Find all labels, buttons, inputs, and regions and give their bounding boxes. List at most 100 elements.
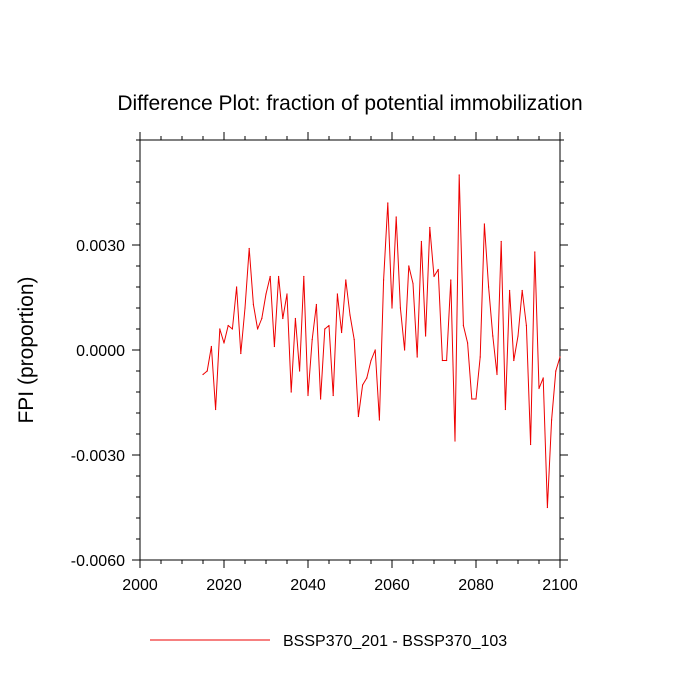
data-point: [303, 275, 305, 278]
data-point: [353, 338, 355, 341]
x-tick-label: 2040: [290, 577, 326, 594]
x-tick-label: 2080: [458, 577, 494, 594]
data-point: [378, 419, 380, 421]
data-point: [525, 324, 528, 327]
data-point: [227, 324, 229, 327]
data-point: [475, 398, 477, 400]
data-point: [467, 342, 469, 344]
data-point: [349, 314, 351, 316]
data-point: [273, 345, 275, 348]
data-point: [290, 391, 292, 393]
data-point: [252, 303, 254, 306]
data-point: [492, 335, 494, 337]
data-point: [416, 356, 418, 358]
legend: BSSP370_201 - BSSP370_103: [150, 633, 507, 650]
data-point: [286, 293, 288, 295]
data-point: [420, 240, 422, 243]
y-tick-label: -0.0060: [71, 553, 125, 570]
y-tick-label: 0.0030: [76, 238, 125, 255]
data-point: [446, 359, 448, 362]
data-point: [370, 359, 372, 362]
data-point: [546, 506, 549, 509]
data-point: [555, 370, 557, 372]
data-point: [404, 349, 406, 351]
data-point: [496, 373, 498, 376]
data-point: [210, 345, 212, 348]
series-points: [202, 174, 561, 509]
data-point: [483, 223, 485, 225]
data-point: [551, 419, 553, 421]
data-point: [244, 307, 246, 309]
data-point: [433, 275, 435, 278]
data-point: [408, 265, 410, 267]
data-point: [374, 349, 376, 351]
y-tick-label: -0.0030: [71, 448, 125, 465]
data-point: [425, 335, 427, 337]
data-point: [240, 352, 242, 355]
data-point: [315, 303, 317, 306]
data-point: [429, 226, 431, 229]
data-point: [278, 275, 280, 278]
data-point: [534, 251, 536, 253]
data-point: [311, 338, 313, 341]
data-point: [332, 394, 334, 397]
data-point: [450, 279, 452, 281]
x-tick-label: 2020: [206, 577, 242, 594]
data-point: [324, 328, 326, 330]
data-point: [307, 394, 309, 397]
data-point: [521, 289, 523, 292]
data-point: [542, 377, 544, 379]
chart-title: Difference Plot: fraction of potential i…: [117, 92, 582, 115]
data-point: [328, 324, 330, 327]
data-point: [412, 282, 414, 285]
data-point: [248, 247, 250, 250]
data-point: [391, 307, 393, 309]
data-point: [215, 408, 217, 411]
data-point: [257, 328, 259, 330]
data-point: [437, 268, 439, 271]
data-point: [320, 398, 322, 400]
data-point: [219, 328, 221, 330]
x-tick-label: 2100: [542, 577, 578, 594]
data-point: [383, 279, 385, 281]
data-point: [509, 289, 511, 292]
y-tick-label: 0.0000: [76, 343, 125, 360]
data-point: [454, 440, 456, 442]
data-point: [336, 293, 338, 295]
data-point: [500, 240, 502, 243]
data-point: [399, 307, 401, 309]
y-axis-label: FPI (proportion): [15, 276, 38, 423]
data-point: [265, 293, 267, 295]
data-point: [517, 335, 519, 337]
data-point: [462, 324, 464, 327]
data-point: [471, 398, 473, 400]
data-point: [294, 317, 296, 320]
data-point: [513, 359, 515, 362]
data-point: [479, 356, 481, 358]
legend-label: BSSP370_201 - BSSP370_103: [283, 633, 507, 650]
data-point: [223, 342, 225, 344]
data-point: [538, 387, 540, 390]
axis-tick-labels: 2000 2020 2040 2060 2080 2100 -0.0060 -0.0030 0.…: [71, 238, 578, 594]
data-point: [366, 377, 368, 379]
data-point: [269, 275, 271, 278]
data-point: [387, 202, 389, 204]
data-point: [504, 408, 506, 411]
plot-frame: [139, 139, 561, 561]
x-tick-label: 2060: [374, 577, 410, 594]
data-point: [530, 443, 532, 446]
data-point: [357, 415, 359, 418]
data-point: [282, 317, 284, 320]
data-point: [458, 174, 460, 176]
data-point: [231, 328, 233, 330]
data-point: [395, 216, 397, 218]
data-point: [341, 331, 343, 334]
data-point: [345, 279, 347, 281]
axis-ticks: [132, 132, 568, 568]
data-point: [441, 359, 443, 362]
series-line: [202, 174, 561, 508]
data-point: [206, 370, 208, 372]
x-tick-label: 2000: [122, 577, 158, 594]
